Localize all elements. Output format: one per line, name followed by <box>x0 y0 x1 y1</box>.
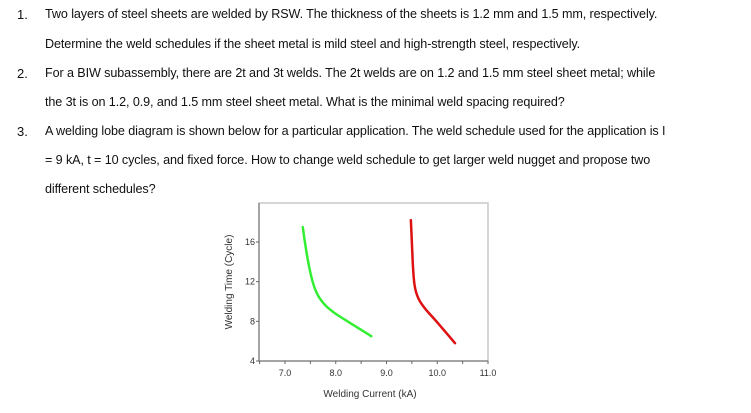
x-tick-label: 11.0 <box>480 368 497 378</box>
question-number: 1. <box>17 7 28 22</box>
y-axis-label: Welding Time (Cycle) <box>224 235 235 330</box>
question-text-line: different schedules? <box>45 182 156 196</box>
question-text-line: = 9 kA, t = 10 cycles, and fixed force. … <box>45 153 651 167</box>
question-number: 3. <box>17 124 28 139</box>
x-axis-label: Welding Current (kA) <box>323 389 416 400</box>
x-tick-label: 10.0 <box>428 368 446 378</box>
question-text-line: A welding lobe diagram is shown below fo… <box>45 124 666 138</box>
chart-axes: 7.0 8.0 9.0 10.0 11.0 4 8 12 16 <box>245 202 497 378</box>
x-tick-label: 8.0 <box>329 368 342 378</box>
plot-frame <box>258 202 489 362</box>
lobe-curve <box>301 225 373 338</box>
question-text-line: For a BIW subassembly, there are 2t and … <box>45 66 656 80</box>
y-tick-label: 4 <box>250 356 255 366</box>
x-tick-label: 7.0 <box>279 368 292 378</box>
y-tick-label: 8 <box>250 316 255 326</box>
chart-series <box>301 218 457 345</box>
x-tick-label: 9.0 <box>380 368 393 378</box>
question-text-line: Two layers of steel sheets are welded by… <box>45 7 658 21</box>
question-text-line: the 3t is on 1.2, 0.9, and 1.5 mm steel … <box>45 95 565 109</box>
y-tick-label: 16 <box>245 237 255 247</box>
y-tick-label: 12 <box>245 277 255 287</box>
question-number: 2. <box>17 66 28 81</box>
lobe-curve <box>409 218 457 345</box>
question-text-line: Determine the weld schedules if the shee… <box>45 37 581 51</box>
